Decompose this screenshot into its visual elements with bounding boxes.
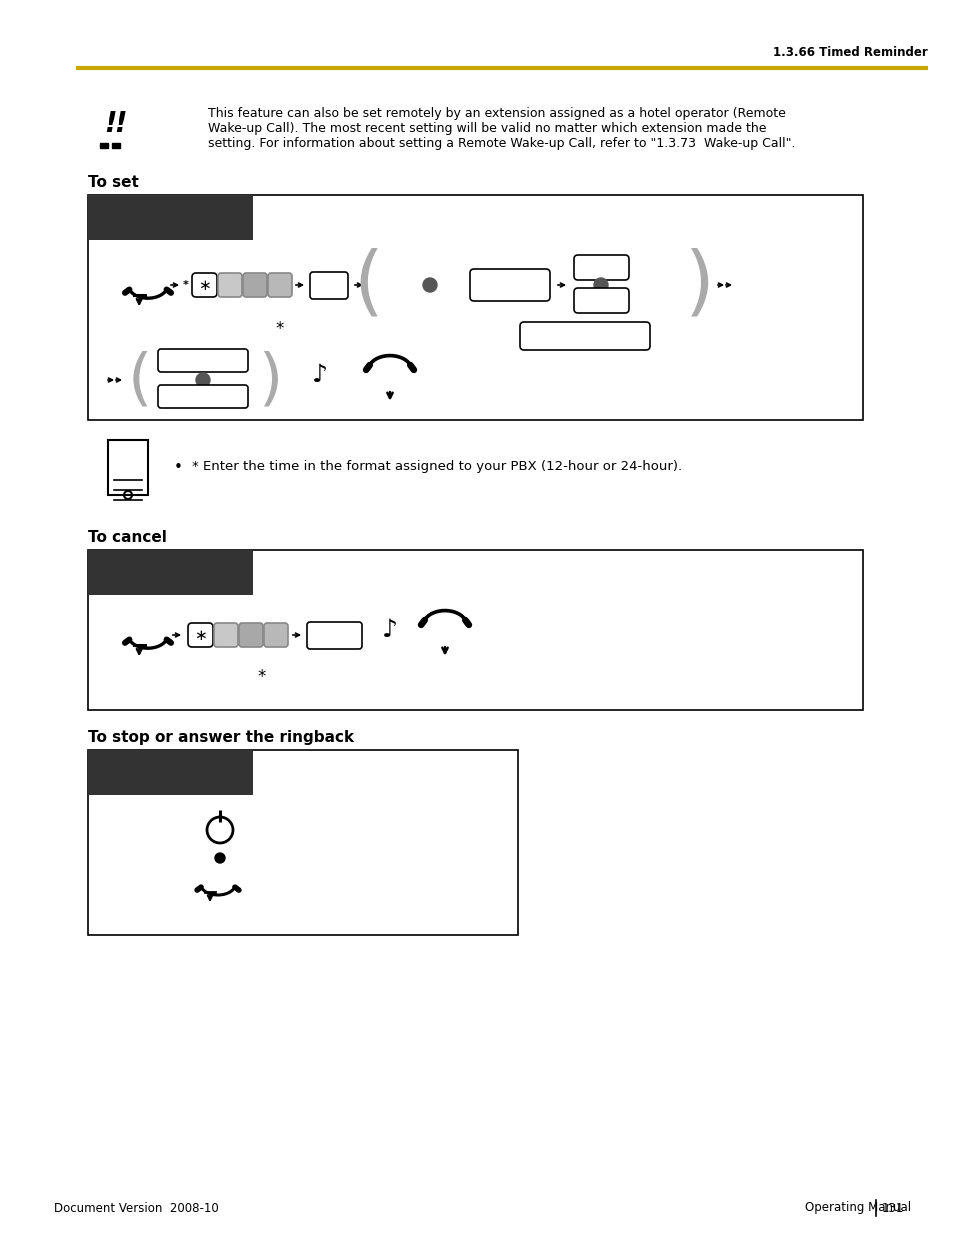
Text: *: * <box>275 320 284 338</box>
FancyBboxPatch shape <box>158 385 248 408</box>
Text: ǃ: ǃ <box>114 110 125 138</box>
FancyBboxPatch shape <box>158 350 248 372</box>
Text: This feature can also be set remotely by an extension assigned as a hotel operat: This feature can also be set remotely by… <box>208 107 785 120</box>
Text: •: • <box>173 459 182 475</box>
FancyBboxPatch shape <box>192 273 216 296</box>
Text: ): ) <box>684 248 714 322</box>
Text: Document Version  2008-10: Document Version 2008-10 <box>54 1202 218 1214</box>
Text: Wake-up Call). The most recent setting will be valid no matter which extension m: Wake-up Call). The most recent setting w… <box>208 122 765 135</box>
Text: 131: 131 <box>882 1202 903 1214</box>
Text: Operating Manual: Operating Manual <box>804 1202 910 1214</box>
Bar <box>112 143 120 148</box>
Text: *: * <box>183 280 189 290</box>
Text: * Enter the time in the format assigned to your PBX (12-hour or 24-hour).: * Enter the time in the format assigned … <box>192 459 681 473</box>
Text: ): ) <box>257 350 282 410</box>
FancyBboxPatch shape <box>243 273 267 296</box>
Bar <box>88 195 253 240</box>
Bar <box>108 440 148 495</box>
Bar <box>88 195 862 420</box>
FancyBboxPatch shape <box>188 622 213 647</box>
Text: (: ( <box>128 350 152 410</box>
Text: To stop or answer the ringback: To stop or answer the ringback <box>88 730 354 745</box>
FancyBboxPatch shape <box>470 269 550 301</box>
Text: ♪: ♪ <box>381 618 397 642</box>
FancyBboxPatch shape <box>268 273 292 296</box>
FancyBboxPatch shape <box>307 622 361 650</box>
Text: ∗: ∗ <box>197 278 211 293</box>
Bar <box>88 550 253 595</box>
Circle shape <box>214 853 225 863</box>
Text: To cancel: To cancel <box>88 530 167 545</box>
FancyBboxPatch shape <box>239 622 263 647</box>
Bar <box>88 750 517 935</box>
Text: *: * <box>257 668 266 685</box>
Text: ♪: ♪ <box>312 363 328 387</box>
Text: 1.3.66 Timed Reminder: 1.3.66 Timed Reminder <box>773 46 927 58</box>
FancyBboxPatch shape <box>264 622 288 647</box>
Bar <box>88 550 862 710</box>
Circle shape <box>422 278 436 291</box>
FancyBboxPatch shape <box>519 322 649 350</box>
FancyBboxPatch shape <box>574 288 628 312</box>
Text: (: ( <box>353 248 382 322</box>
FancyBboxPatch shape <box>218 273 242 296</box>
Text: To set: To set <box>88 175 139 190</box>
Text: setting. For information about setting a Remote Wake-up Call, refer to "1.3.73  : setting. For information about setting a… <box>208 137 795 149</box>
FancyBboxPatch shape <box>574 254 628 280</box>
Text: ǃ: ǃ <box>105 110 115 138</box>
Text: ∗: ∗ <box>193 627 206 642</box>
Circle shape <box>594 278 607 291</box>
Circle shape <box>195 373 210 387</box>
Bar <box>88 750 253 795</box>
FancyBboxPatch shape <box>310 272 348 299</box>
FancyBboxPatch shape <box>213 622 237 647</box>
Bar <box>100 143 108 148</box>
Circle shape <box>207 818 233 844</box>
